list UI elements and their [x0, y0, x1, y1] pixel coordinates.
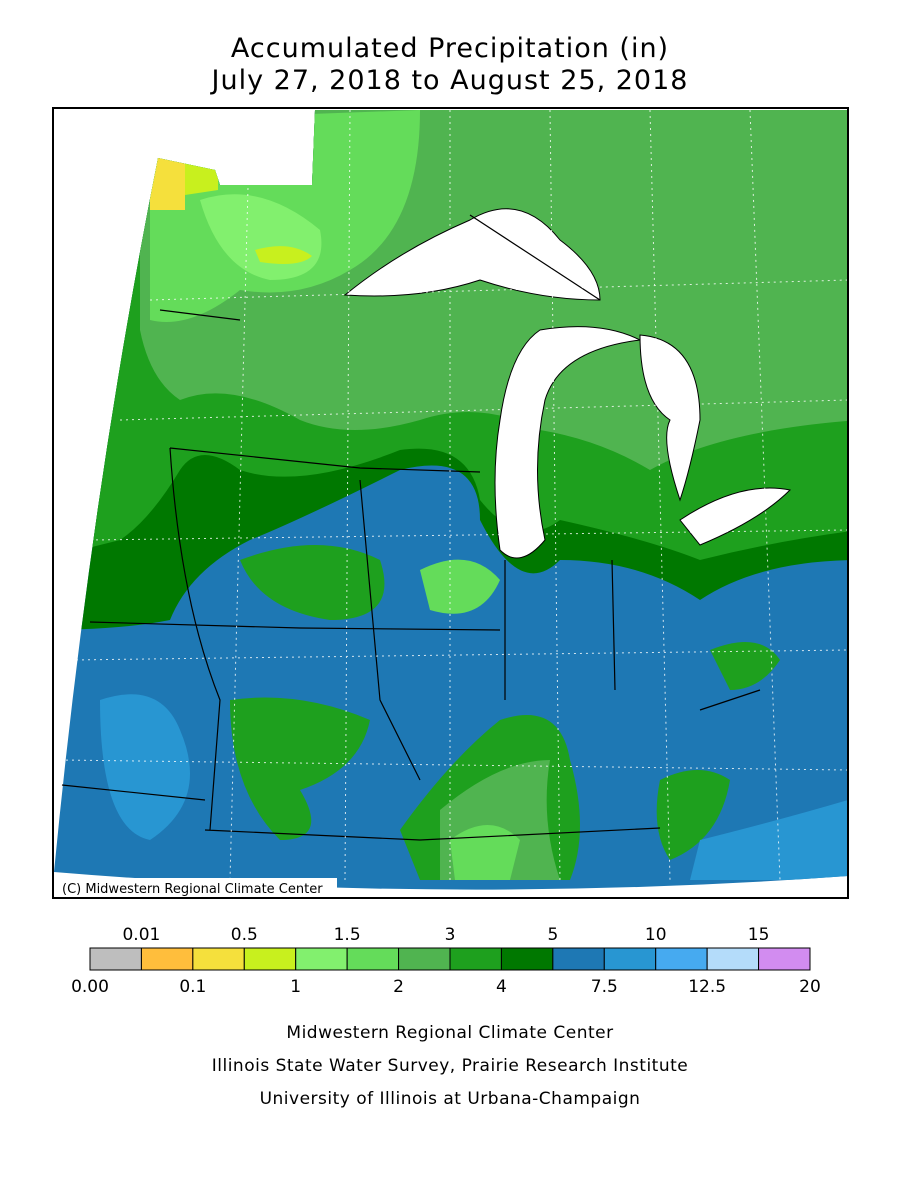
legend-swatch — [758, 947, 811, 971]
copyright: (C) Midwestern Regional Climate Center — [62, 882, 323, 897]
legend-label: 3 — [445, 925, 456, 945]
legend-label: 0.01 — [122, 925, 160, 945]
legend-label: 7.5 — [591, 977, 618, 997]
field-lime — [185, 160, 218, 195]
legend-swatch — [346, 947, 400, 971]
legend-label: 0.1 — [179, 977, 206, 997]
field-yellow — [150, 150, 185, 210]
legend-label: 20 — [799, 977, 821, 997]
legend-label: 0.00 — [71, 977, 109, 997]
legend-swatch — [449, 947, 502, 971]
legend-label: 0.5 — [231, 925, 258, 945]
legend-swatch — [89, 947, 142, 971]
lake-michigan — [494, 326, 642, 559]
legend-swatch — [140, 947, 194, 971]
field-light-green — [450, 825, 520, 880]
legend-swatch — [243, 947, 297, 971]
lake-superior — [343, 208, 601, 301]
legend: 0.00 0.01 0.1 0.5 1 1.5 2 3 4 5 7.5 10 12.5 15 20 — [71, 925, 821, 997]
legend-label: 1.5 — [334, 925, 361, 945]
title-line: July 27, 2018 to August 25, 2018 — [210, 65, 689, 96]
field-lime — [255, 246, 312, 264]
field-green — [230, 697, 370, 840]
legend-swatch — [398, 947, 451, 971]
state-lines — [61, 214, 761, 841]
credit-line: Illinois State Water Survey, Prairie Res… — [212, 1056, 688, 1076]
lake-huron — [639, 334, 701, 502]
field-blue — [100, 694, 190, 840]
legend-swatch — [295, 947, 348, 971]
borders — [59, 109, 849, 881]
copyright-box — [55, 878, 337, 897]
field-green — [240, 545, 385, 620]
graticule — [59, 109, 849, 881]
legend-swatch — [706, 947, 760, 971]
lake-erie — [679, 487, 792, 546]
legend-label: 10 — [645, 925, 667, 945]
lakes — [343, 208, 792, 559]
legend-label: 15 — [748, 925, 770, 945]
legend-swatch — [192, 947, 245, 971]
field-blue — [690, 800, 848, 880]
legend-label: 2 — [393, 977, 404, 997]
legend-label: 1 — [290, 977, 301, 997]
credit-line: Midwestern Regional Climate Center — [286, 1023, 613, 1043]
title-line: Accumulated Precipitation (in) — [231, 33, 669, 64]
field-light-green — [420, 559, 500, 614]
map-frame — [52, 107, 849, 899]
legend-swatch — [500, 947, 554, 971]
legend-swatch — [552, 947, 605, 971]
credit-line: University of Illinois at Urbana-Champai… — [260, 1089, 641, 1109]
legend-label: 12.5 — [688, 977, 726, 997]
legend-swatch — [655, 947, 708, 971]
field-green — [656, 770, 730, 860]
legend-label: 5 — [547, 925, 558, 945]
field-green — [710, 642, 780, 690]
legend-swatch — [603, 947, 657, 971]
legend-label: 4 — [496, 977, 507, 997]
